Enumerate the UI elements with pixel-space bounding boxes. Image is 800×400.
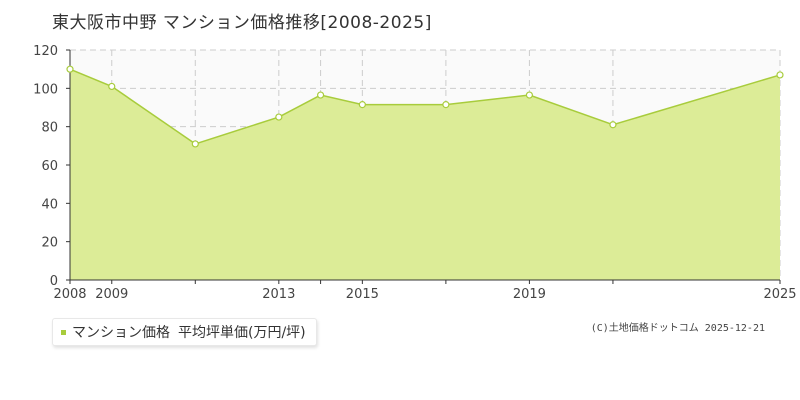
axes bbox=[66, 49, 781, 284]
legend-series-label: マンション価格 bbox=[72, 325, 170, 341]
legend-swatch bbox=[61, 329, 66, 335]
series-line bbox=[69, 68, 781, 145]
data-point bbox=[275, 113, 283, 121]
x-tick-label: 2009 bbox=[95, 287, 128, 302]
data-point bbox=[108, 82, 116, 91]
x-tick-label: 2008 bbox=[53, 287, 86, 302]
data-point bbox=[191, 140, 199, 148]
data-point bbox=[609, 121, 617, 129]
y-tick-label: 20 bbox=[41, 236, 58, 251]
data-point bbox=[776, 71, 784, 79]
data-point bbox=[358, 101, 366, 109]
x-tick-label: 2015 bbox=[346, 287, 379, 302]
data-point bbox=[66, 65, 74, 73]
series-area-fill bbox=[70, 69, 780, 281]
data-points bbox=[66, 65, 784, 148]
y-tick-label: 40 bbox=[41, 197, 58, 212]
x-tick-label: 2019 bbox=[513, 287, 546, 302]
credit-text: (C)土地価格ドットコム 2025-12-21 bbox=[590, 323, 765, 334]
y-tick-label: 0 bbox=[50, 274, 58, 289]
y-tick-label: 60 bbox=[41, 159, 58, 174]
legend: マンション価格 平均坪単価(万円/坪) bbox=[52, 318, 317, 346]
data-point bbox=[442, 101, 450, 109]
chart-title: 東大阪市中野 マンション価格推移[2008-2025] bbox=[52, 13, 432, 33]
x-tick-label: 2025 bbox=[763, 287, 796, 302]
legend-unit-label: 平均坪単価(万円/坪) bbox=[178, 325, 306, 341]
tick-labels: 0 20 40 60 80 100 120 2008 2009 2013 2015 2019 2025 bbox=[33, 44, 796, 302]
data-point bbox=[316, 91, 325, 99]
data-point bbox=[525, 91, 534, 99]
y-tick-label: 120 bbox=[33, 44, 58, 59]
x-tick-label: 2013 bbox=[262, 287, 295, 302]
area-series bbox=[69, 68, 781, 281]
y-tick-label: 100 bbox=[33, 82, 58, 97]
y-tick-label: 80 bbox=[41, 121, 58, 136]
